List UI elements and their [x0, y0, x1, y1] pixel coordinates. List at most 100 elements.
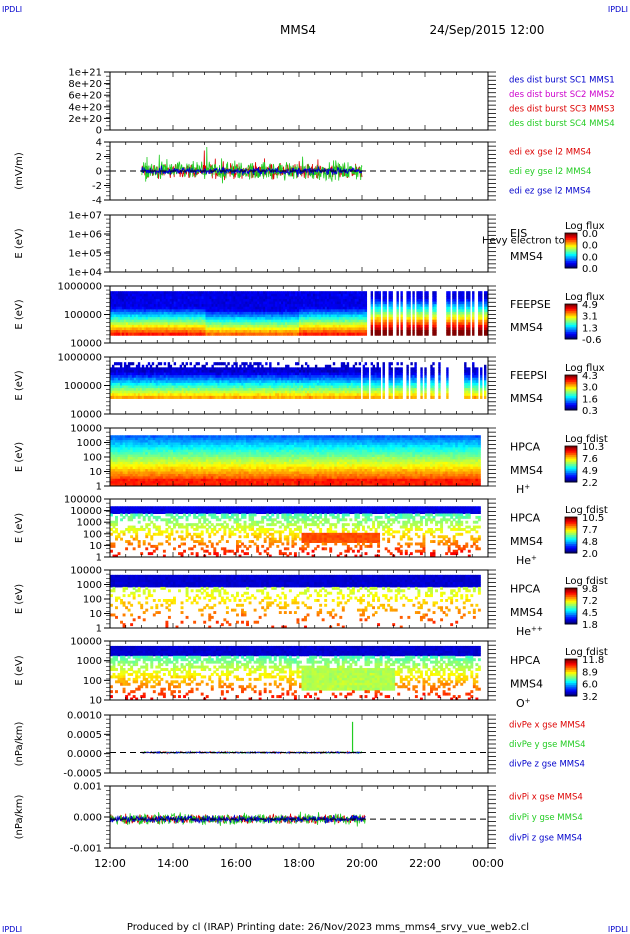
heatmap-cell: [269, 306, 272, 310]
heatmap-cell: [259, 317, 262, 321]
heatmap-cell: [235, 317, 238, 321]
heatmap-cell: [299, 330, 302, 334]
heatmap-cell: [129, 301, 133, 305]
heatmap-cell: [169, 304, 173, 308]
heatmap-cell: [241, 322, 244, 326]
heatmap-cell: [243, 296, 246, 300]
heatmap-cell: [215, 319, 218, 323]
heatmap-cell: [271, 296, 274, 300]
footer-credit: Produced by cl (IRAP) Printing date: 26/…: [127, 922, 529, 933]
heatmap-cell: [145, 327, 149, 331]
heatmap-cell: [281, 293, 284, 297]
heatmap-cell: [269, 327, 272, 331]
heatmap-cell: [159, 317, 163, 321]
heatmap-cell: [229, 319, 232, 323]
heatmap-cell: [239, 324, 242, 328]
heatmap-cell: [219, 327, 222, 331]
heatmap-cell: [326, 306, 330, 310]
heatmap-cell: [237, 317, 240, 321]
legend-entry: edi ez gse l2 MMS4: [509, 186, 591, 196]
heatmap-cell: [111, 291, 115, 295]
heatmap-cell: [281, 327, 284, 331]
heatmap-cell: [219, 322, 222, 326]
heatmap-cell: [199, 291, 202, 295]
heatmap-cell: [312, 314, 316, 318]
heatmap-cell: [119, 309, 123, 313]
heatmap-cell: [175, 322, 179, 326]
heatmap-cell: [225, 306, 228, 310]
heatmap-cell: [185, 298, 188, 303]
heatmap-cell: [207, 319, 210, 323]
heatmap-cell: [300, 330, 304, 334]
heatmap-cell: [110, 304, 113, 308]
heatmap-cell: [306, 311, 310, 315]
heatmap-cell: [318, 330, 322, 334]
heatmap-cell: [147, 330, 151, 334]
heatmap-cell: [249, 314, 252, 318]
heatmap-cell: [320, 311, 324, 315]
heatmap-cell: [191, 291, 194, 295]
heatmap-cell: [279, 327, 282, 331]
heatmap-cell: [147, 306, 151, 310]
heatmap-cell: [249, 298, 252, 303]
heatmap-cell: [326, 309, 330, 313]
heatmap-cell: [117, 298, 121, 303]
heatmap-cell: [115, 317, 119, 321]
heatmap-cell: [324, 293, 328, 297]
heatmap-cell: [297, 291, 300, 295]
heatmap-cell: [229, 327, 232, 331]
heatmap-cell: [211, 304, 214, 308]
heatmap-cell: [261, 309, 264, 313]
heatmap-cell: [300, 311, 304, 315]
heatmap-cell: [310, 296, 314, 300]
heatmap-cell: [215, 301, 218, 305]
heatmap-cell: [110, 314, 113, 318]
heatmap-cell: [195, 293, 198, 297]
heatmap-cell: [141, 314, 145, 318]
heatmap-cell: [249, 327, 252, 331]
heatmap-cell: [322, 330, 326, 334]
heatmap-cell: [131, 304, 135, 308]
heatmap-cell: [137, 324, 141, 328]
heatmap-cell: [293, 293, 296, 297]
heatmap-cell: [181, 317, 185, 321]
heatmap-cell: [161, 327, 165, 331]
heatmap-cell: [243, 330, 246, 334]
heatmap-cell: [243, 291, 246, 295]
heatmap-cell: [259, 327, 262, 331]
heatmap-cell: [119, 317, 123, 321]
heatmap-cell: [201, 306, 204, 310]
heatmap-cell: [129, 298, 133, 303]
heatmap-cell: [175, 291, 179, 295]
heatmap-cell: [165, 301, 169, 305]
heatmap-cell: [199, 298, 202, 303]
heatmap-cell: [283, 309, 286, 313]
heatmap-cell: [235, 304, 238, 308]
heatmap-cell: [271, 304, 274, 308]
heatmap-cell: [161, 296, 165, 300]
heatmap-cell: [302, 306, 306, 310]
heatmap-cell: [191, 327, 194, 331]
heatmap-cell: [237, 304, 240, 308]
heatmap-cell: [263, 306, 266, 310]
heatmap-cell: [149, 291, 153, 295]
heatmap-cell: [159, 362, 163, 366]
heatmap-cell: [312, 291, 316, 295]
heatmap-cell: [255, 332, 258, 336]
heatmap-cell: [209, 327, 212, 331]
heatmap-cell: [163, 309, 167, 313]
heatmap-cell: [147, 296, 151, 300]
heatmap-cell: [396, 362, 399, 366]
heatmap-cell: [247, 314, 250, 318]
heatmap-cell: [113, 298, 117, 303]
heatmap-cell: [310, 304, 314, 308]
heatmap-cell: [139, 301, 143, 305]
heatmap-cell: [111, 304, 115, 308]
heatmap-cell: [263, 332, 266, 336]
heatmap-cell: [306, 298, 310, 303]
heatmap-cell: [147, 309, 151, 313]
heatmap-cell: [227, 311, 230, 315]
heatmap-cell: [227, 309, 230, 313]
heatmap-cell: [265, 291, 268, 295]
